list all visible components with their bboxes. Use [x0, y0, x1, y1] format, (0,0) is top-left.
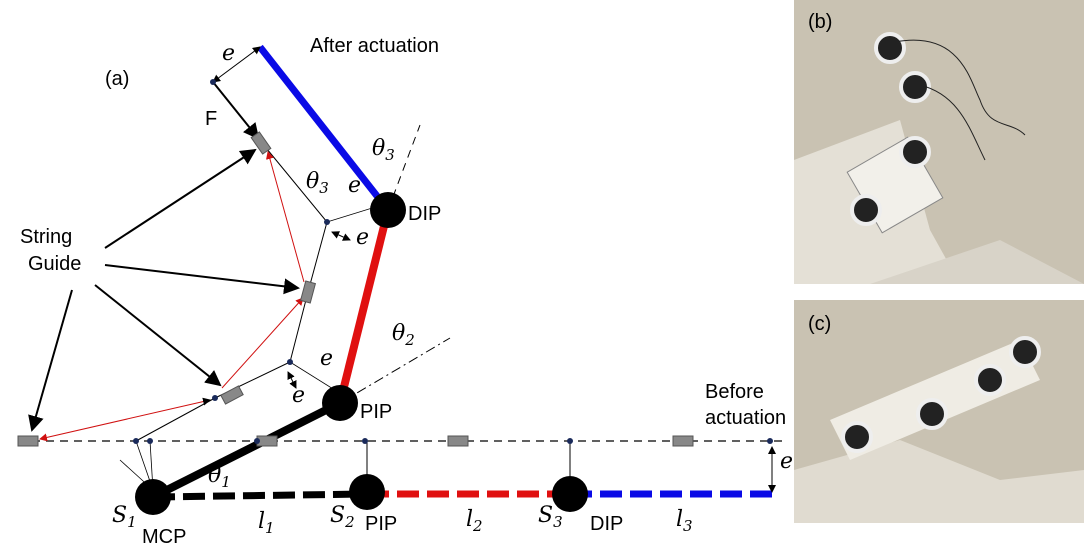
subscript: 3 [553, 513, 563, 531]
panel-label: (c) [808, 313, 831, 335]
subscript: 3 [319, 179, 329, 197]
subscript: 3 [683, 517, 693, 535]
joint-label: PIP [365, 513, 397, 535]
annotation: After actuation [310, 35, 439, 57]
annotation: actuation [705, 407, 786, 429]
symbol: S [538, 503, 553, 528]
joint-label: MCP [142, 526, 186, 548]
offset-label: e [320, 346, 333, 371]
subscript: 1 [265, 519, 275, 537]
symbol: θ [208, 463, 221, 488]
offset-label: e [222, 41, 235, 66]
annotation: Guide [28, 253, 81, 275]
subscript: 2 [344, 513, 355, 531]
annotation: Before [705, 381, 764, 403]
joint-label: PIP [360, 401, 392, 423]
force-label: F [205, 108, 217, 130]
figure: (a) After actuation Before actuation Str… [0, 0, 1084, 549]
annotation: String [20, 226, 72, 248]
panel-label: (b) [808, 11, 832, 33]
symbol: S [330, 503, 345, 528]
angle-label: θ3 [372, 136, 395, 164]
angle-label: θ2 [392, 321, 415, 349]
length-label: l1 [258, 509, 275, 537]
photo-b: (b) [794, 0, 1084, 284]
photo-c: (c) [794, 300, 1084, 523]
subscript: 1 [221, 473, 231, 491]
symbol: l [258, 509, 265, 534]
angle-label: θ1 [208, 463, 231, 491]
subscript: 1 [127, 513, 137, 531]
offset-label: e [780, 449, 793, 474]
subscript: 2 [404, 331, 415, 349]
length-label: l2 [466, 507, 483, 535]
symbol: θ [392, 321, 405, 346]
subscript: 2 [472, 517, 483, 535]
symbol: S [112, 503, 127, 528]
symbol: θ [372, 136, 385, 161]
joint-label: DIP [590, 513, 623, 535]
symbol: l [676, 507, 683, 532]
angle-label: θ3 [306, 169, 329, 197]
symbol: l [466, 507, 473, 532]
point-label: S2 [330, 503, 355, 531]
offset-label: e [348, 173, 361, 198]
symbol: θ [306, 169, 319, 194]
point-label: S1 [112, 503, 137, 531]
length-label: l3 [676, 507, 693, 535]
panel-label: (a) [105, 68, 129, 90]
offset-label: e [292, 383, 305, 408]
subscript: 3 [385, 146, 395, 164]
panel-a-drawing [18, 47, 782, 515]
joint-label: DIP [408, 203, 441, 225]
offset-label: e [356, 225, 369, 250]
